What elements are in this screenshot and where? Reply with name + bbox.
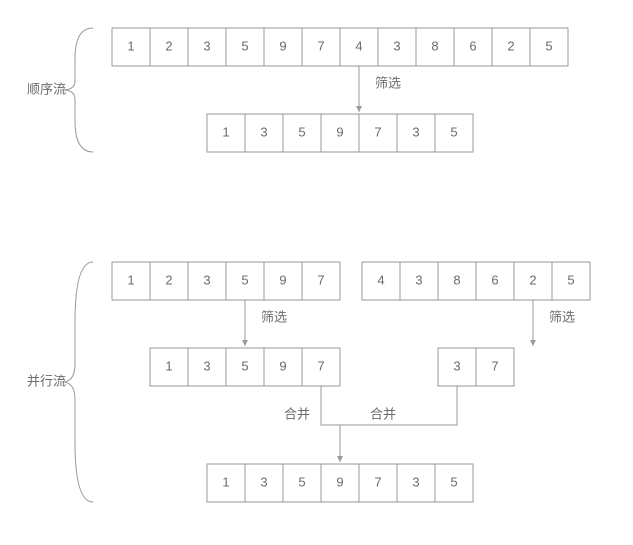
merge-elbow-right	[340, 386, 457, 425]
label-filter-right: 筛选	[549, 309, 575, 324]
label-sequential: 顺序流	[27, 81, 66, 96]
cell-value: 5	[450, 124, 457, 139]
label-parallel: 并行流	[27, 373, 66, 388]
seq-top	[112, 28, 568, 66]
cell-value: 1	[127, 272, 134, 287]
cell-value: 4	[377, 272, 384, 287]
cell-value: 9	[279, 272, 286, 287]
par-top-left	[112, 262, 340, 300]
cell-value: 7	[491, 358, 498, 373]
par-mid-right	[438, 348, 514, 386]
cell-value: 5	[241, 38, 248, 53]
cell-value: 3	[415, 272, 422, 287]
cell-value: 5	[545, 38, 552, 53]
cell-value: 5	[567, 272, 574, 287]
label-filter: 筛选	[375, 75, 401, 90]
cell-value: 8	[431, 38, 438, 53]
cell-value: 7	[374, 474, 381, 489]
cell-value: 1	[127, 38, 134, 53]
cell-value: 6	[491, 272, 498, 287]
merge-elbow-left	[321, 386, 340, 425]
cell-value: 3	[203, 38, 210, 53]
cell-value: 2	[165, 272, 172, 287]
cell-value: 5	[241, 272, 248, 287]
cell-value: 9	[336, 474, 343, 489]
cell-value: 2	[529, 272, 536, 287]
cell-value: 2	[165, 38, 172, 53]
cell-value: 8	[453, 272, 460, 287]
cell-value: 7	[317, 358, 324, 373]
cell-value: 9	[279, 38, 286, 53]
cell-value: 3	[260, 124, 267, 139]
label-merge-right: 合并	[370, 406, 396, 421]
cell-value: 7	[317, 272, 324, 287]
cell-value: 1	[222, 474, 229, 489]
cell-value: 3	[260, 474, 267, 489]
cell-value: 9	[279, 358, 286, 373]
cell-value: 2	[507, 38, 514, 53]
par-top-right	[362, 262, 590, 300]
cell-value: 3	[412, 124, 419, 139]
cell-value: 5	[241, 358, 248, 373]
cell-value: 3	[203, 272, 210, 287]
cell-value: 1	[165, 358, 172, 373]
label-filter-left: 筛选	[261, 309, 287, 324]
cell-value: 3	[393, 38, 400, 53]
cell-value: 9	[336, 124, 343, 139]
cell-value: 3	[203, 358, 210, 373]
cell-value: 7	[317, 38, 324, 53]
brace-parallel	[62, 262, 93, 502]
cell-value: 1	[222, 124, 229, 139]
cell-value: 5	[298, 474, 305, 489]
cell-value: 3	[412, 474, 419, 489]
cell-value: 5	[298, 124, 305, 139]
brace-sequential	[62, 28, 93, 152]
cell-value: 4	[355, 38, 362, 53]
cell-value: 7	[374, 124, 381, 139]
label-merge-left: 合并	[284, 406, 310, 421]
cell-value: 6	[469, 38, 476, 53]
cell-value: 5	[450, 474, 457, 489]
cell-value: 3	[453, 358, 460, 373]
